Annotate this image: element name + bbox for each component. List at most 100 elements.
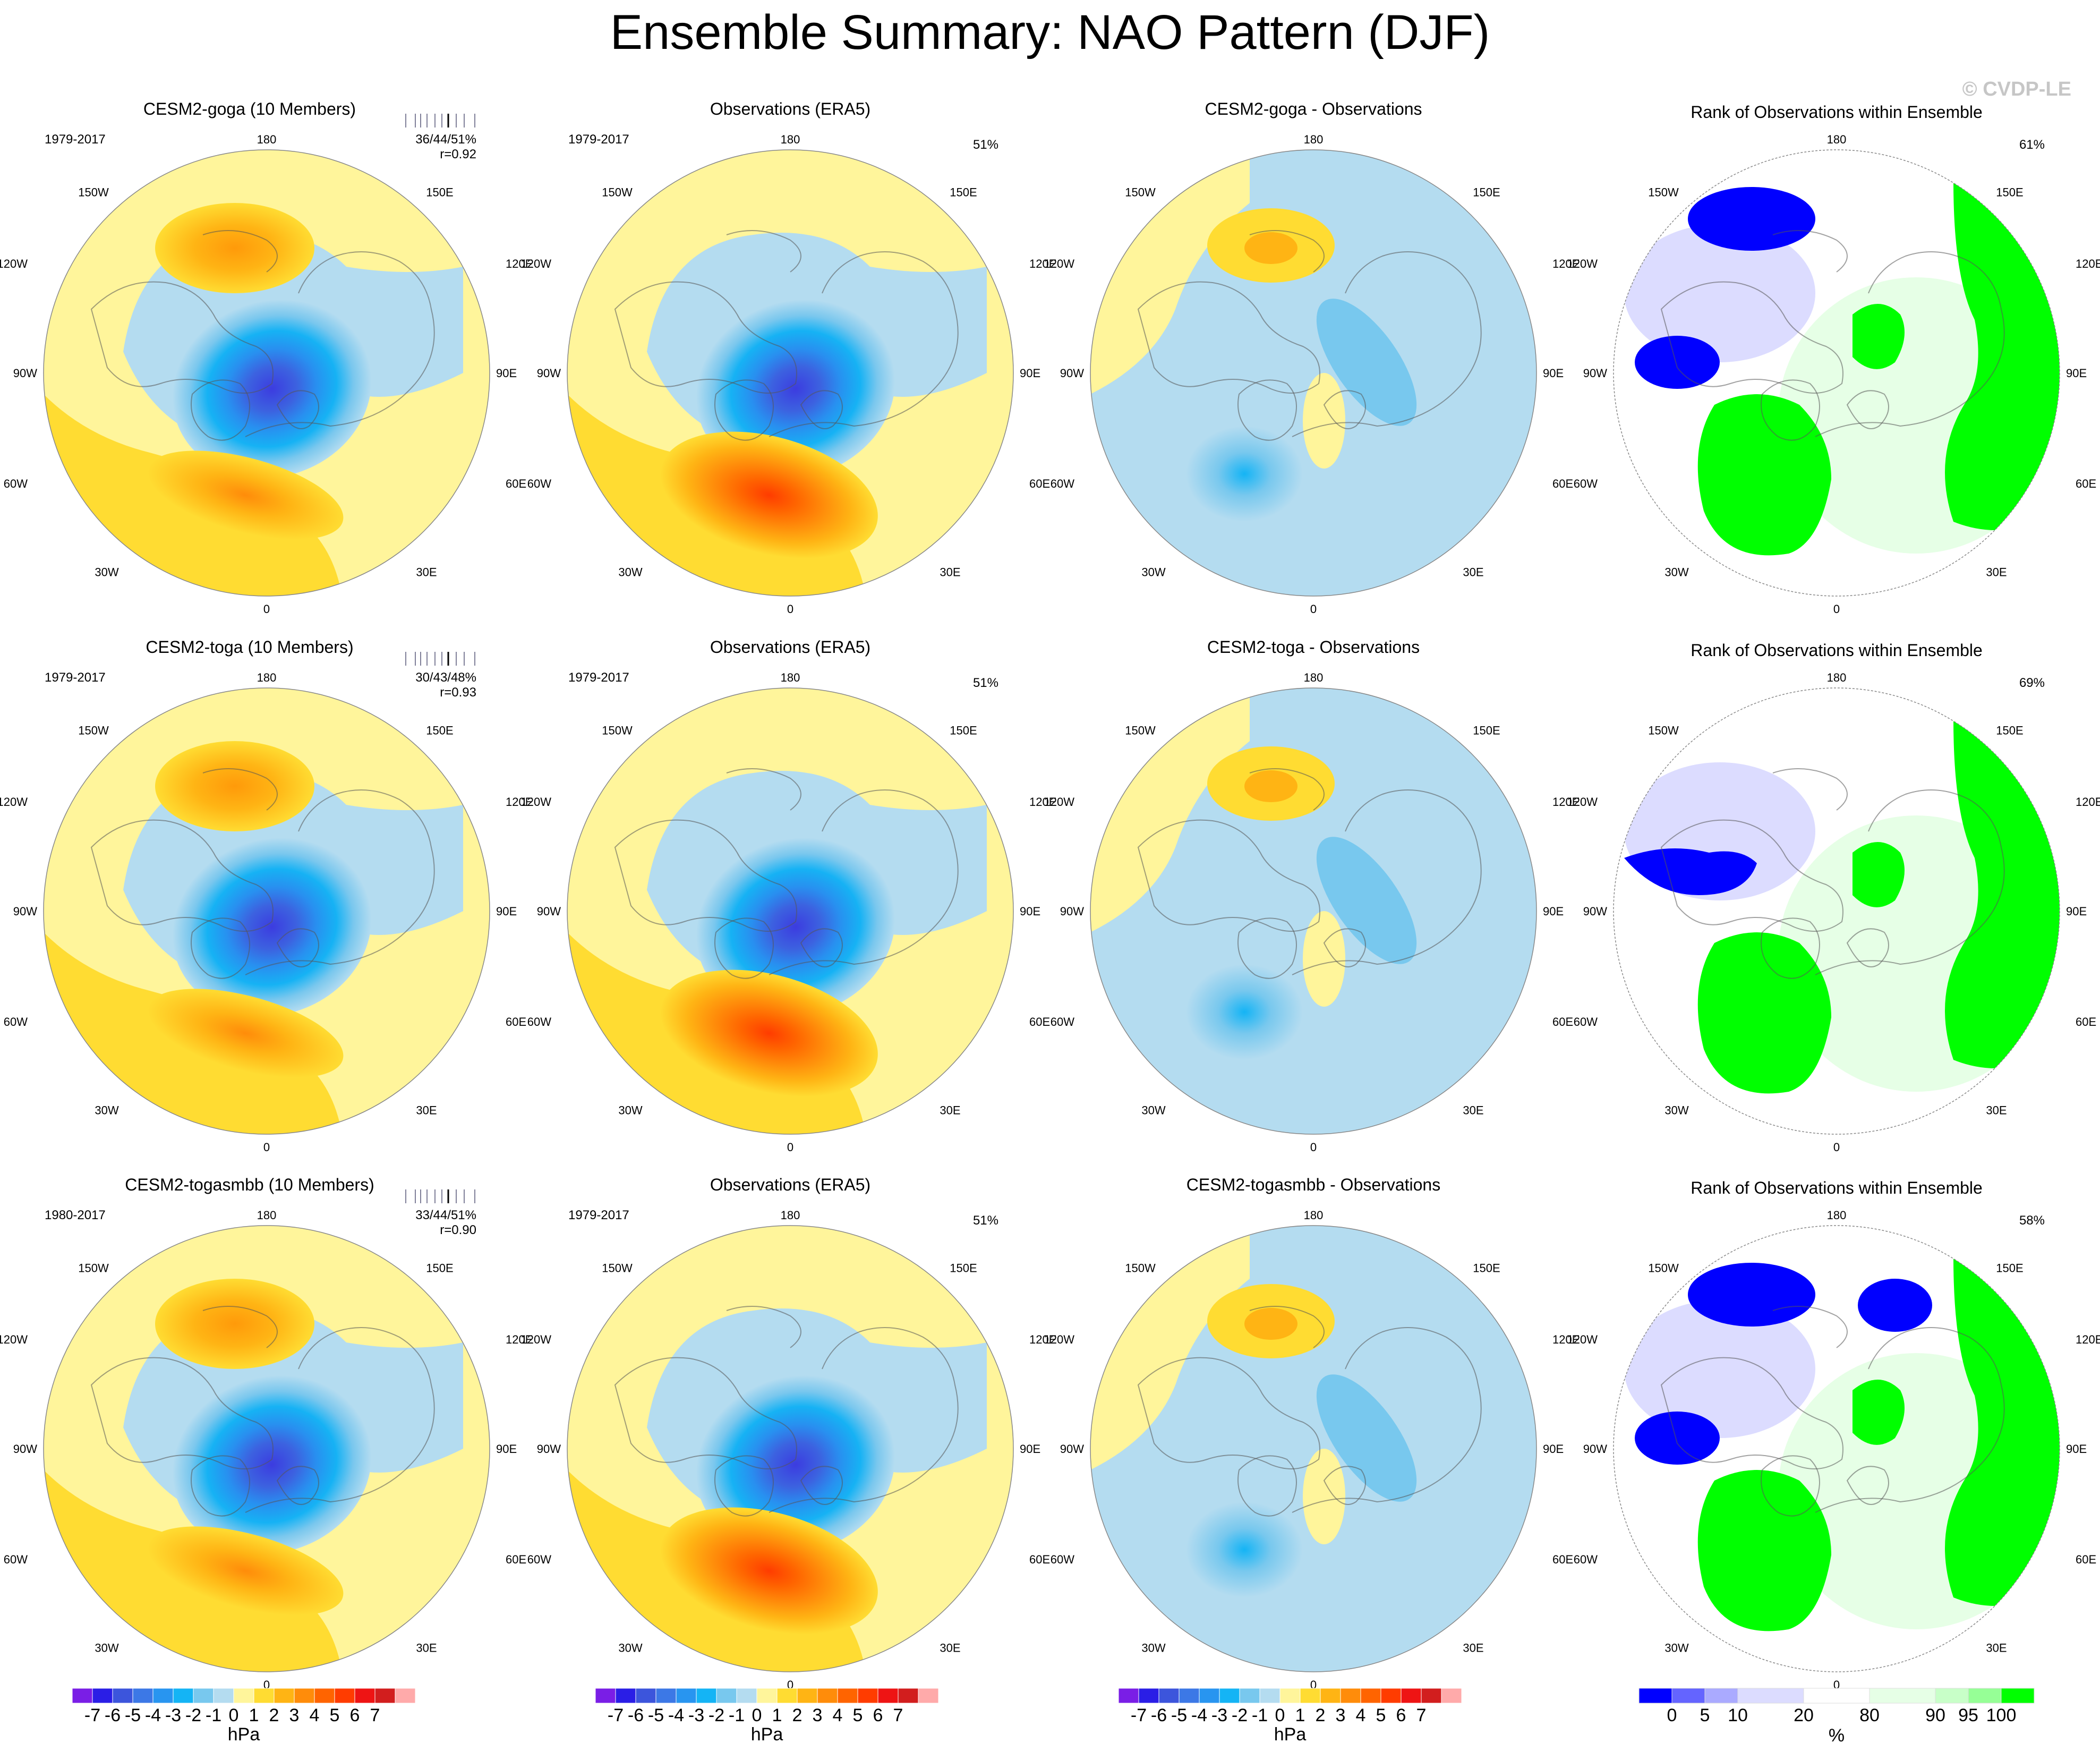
colorbar-tick: -1 bbox=[729, 1705, 745, 1725]
colorbar-swatch bbox=[696, 1688, 717, 1704]
lon-label-lower-left: 30W bbox=[1141, 565, 1165, 579]
panel-title: CESM2-goga - Observations bbox=[1205, 99, 1422, 118]
lon-label-lower-left: 30W bbox=[1141, 1641, 1165, 1654]
lon-label-top: 180 bbox=[781, 133, 800, 146]
lon-label-lower-left: 30W bbox=[95, 1103, 118, 1117]
lon-label-upper-left: 150W bbox=[1648, 1262, 1679, 1275]
eurasian-trough bbox=[1316, 1374, 1417, 1502]
panel-model: CESM2-goga (10 Members) 1979-2017 36/44/51… bbox=[0, 99, 533, 616]
lon-label-lower-left: 30W bbox=[618, 565, 642, 579]
lon-label-upper-left: 150W bbox=[1125, 724, 1156, 737]
lon-label-bottom: 0 bbox=[787, 1141, 793, 1154]
coastline-path bbox=[276, 390, 319, 429]
coastline-path bbox=[245, 1327, 435, 1513]
colorbar-tick: 90 bbox=[1925, 1705, 1945, 1725]
lon-label-lower-left: 30W bbox=[1664, 1641, 1688, 1654]
coastline-path bbox=[245, 789, 435, 975]
colorbar-swatch bbox=[918, 1688, 939, 1704]
lon-label-left-mid: 90W bbox=[537, 367, 561, 380]
lon-label-right-mid: 90E bbox=[1020, 1442, 1040, 1456]
lon-label-top: 180 bbox=[781, 671, 800, 684]
lon-label-upper-right: 150E bbox=[1473, 1262, 1500, 1275]
panel-title: Rank of Observations within Ensemble bbox=[1691, 103, 1983, 122]
map-border bbox=[43, 149, 490, 597]
colorbar-swatch bbox=[1737, 1688, 1804, 1704]
colorbar-tick: -4 bbox=[668, 1705, 684, 1725]
colorbar-swatch bbox=[1138, 1688, 1159, 1704]
colorbar-tick: -5 bbox=[648, 1705, 664, 1725]
eurasian-trough bbox=[1316, 837, 1417, 964]
map-field bbox=[567, 1226, 1013, 1672]
colorbar-tick: 6 bbox=[873, 1705, 883, 1725]
coastline-path bbox=[1660, 819, 1843, 932]
positive-tongue bbox=[1303, 1449, 1345, 1544]
map-border bbox=[1613, 1225, 2060, 1672]
colorbar-swatch bbox=[776, 1688, 798, 1704]
map-field bbox=[1614, 150, 2060, 596]
colorbar-swatch bbox=[877, 1688, 899, 1704]
lon-label-right-low: 60E bbox=[506, 1553, 526, 1566]
lon-label-bottom: 0 bbox=[787, 602, 793, 616]
colorbar-tick: 5 bbox=[853, 1705, 863, 1725]
map-field bbox=[567, 150, 1013, 596]
lon-label-right-mid: 90E bbox=[496, 367, 517, 380]
colorbar-tick: 7 bbox=[370, 1705, 380, 1725]
lon-label-lower-right: 30E bbox=[940, 1641, 960, 1654]
lon-label-upper-right: 150E bbox=[950, 186, 977, 199]
atlantic-low bbox=[1186, 1502, 1303, 1597]
lon-label-left-high: 120W bbox=[521, 1333, 552, 1346]
lon-label-left-mid: 90W bbox=[1583, 367, 1607, 380]
positive-tongue bbox=[1303, 911, 1345, 1007]
variance-explained: 51% bbox=[973, 1213, 998, 1228]
lon-label-lower-right: 30E bbox=[1986, 1103, 2007, 1117]
coastline-path bbox=[90, 819, 274, 932]
colorbar-tick: 4 bbox=[833, 1705, 843, 1725]
rank-low-blue-pacific bbox=[1688, 187, 1815, 251]
map-border bbox=[1090, 687, 1537, 1135]
pacific-high bbox=[155, 741, 314, 831]
coastline-path bbox=[1772, 230, 1848, 273]
coastline-path bbox=[191, 917, 250, 979]
colorbar-tick: 10 bbox=[1728, 1705, 1748, 1725]
colorbar-swatch bbox=[193, 1688, 214, 1704]
lon-label-left-mid: 90W bbox=[1583, 905, 1607, 918]
lon-label-left-mid: 90W bbox=[537, 1442, 561, 1456]
lon-label-left-mid: 90W bbox=[1060, 905, 1084, 918]
colorbar-swatch bbox=[1360, 1688, 1381, 1704]
lon-label-upper-right: 150E bbox=[1996, 1262, 2023, 1275]
atlantic-low bbox=[1186, 964, 1303, 1060]
coastline-path bbox=[1815, 789, 2005, 975]
colorbar-tick: 3 bbox=[1336, 1705, 1346, 1725]
lon-label-left-high: 120W bbox=[1567, 795, 1598, 809]
colorbar-unit: hPa bbox=[751, 1724, 783, 1745]
lon-label-lower-right: 30E bbox=[1463, 565, 1483, 579]
colorbar-swatch bbox=[152, 1688, 174, 1704]
lon-label-lower-left: 30W bbox=[95, 1641, 118, 1654]
colorbar-swatch bbox=[1118, 1688, 1139, 1704]
colorbar-tick: -3 bbox=[165, 1705, 181, 1725]
panel-title: CESM2-togasmbb (10 Members) bbox=[125, 1175, 374, 1194]
map-border bbox=[567, 149, 1014, 597]
panel-model: CESM2-togasmbb (10 Members) 1980-2017 33/4… bbox=[0, 1175, 533, 1691]
arctic-low bbox=[172, 1375, 372, 1554]
lon-label-right-low: 60E bbox=[1029, 1553, 1050, 1566]
lon-label-right-mid: 90E bbox=[2066, 367, 2087, 380]
panel-title: Observations (ERA5) bbox=[710, 637, 870, 657]
panel-title: Observations (ERA5) bbox=[710, 1175, 870, 1194]
lon-label-right-high: 120E bbox=[506, 257, 533, 270]
colorbar-swatch bbox=[756, 1688, 778, 1704]
coastline-path bbox=[1761, 379, 1820, 441]
colorbar-swatch bbox=[132, 1688, 153, 1704]
colorbar-swatch bbox=[1219, 1688, 1240, 1704]
colorbar-tick: -2 bbox=[1232, 1705, 1248, 1725]
colorbar-swatch bbox=[817, 1688, 838, 1704]
colorbar-unit: hPa bbox=[1274, 1724, 1307, 1745]
panel-difference: CESM2-toga - Observations 180 0 150W 150E 120… bbox=[1044, 637, 1580, 1154]
coastline-path bbox=[1761, 917, 1820, 979]
colorbar-swatch bbox=[72, 1688, 93, 1704]
lon-label-top: 180 bbox=[1304, 133, 1324, 146]
colorbar-tick: -7 bbox=[608, 1705, 624, 1725]
coastline-path bbox=[1660, 1357, 1843, 1469]
map-field bbox=[1614, 688, 2060, 1134]
